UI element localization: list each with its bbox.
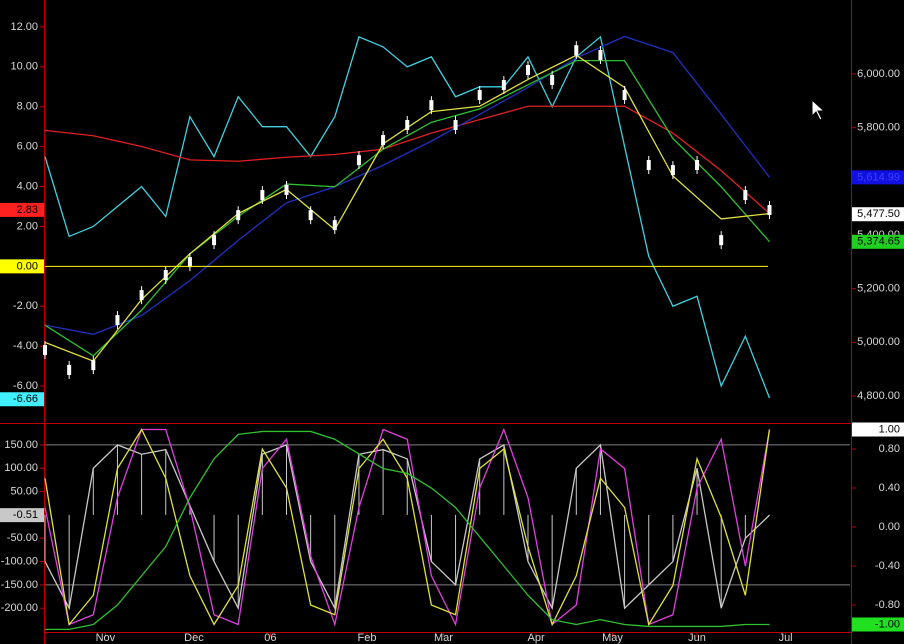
candle-body: [501, 80, 506, 91]
y2-tick-label: 0.00: [879, 521, 900, 533]
candle-body: [670, 165, 675, 176]
y-tick-label: 2.00: [17, 220, 38, 232]
candle-body: [453, 120, 458, 131]
candle-body: [719, 235, 724, 246]
marker-box: [0, 202, 44, 217]
marker-label: 1.00: [879, 423, 900, 435]
candle-body: [284, 184, 289, 195]
y2-tick-label: -0.40: [875, 560, 900, 572]
marker-box: [0, 508, 44, 523]
y2-tick-label: 0.80: [879, 443, 900, 455]
candle-body: [308, 210, 313, 221]
y-tick-label: -2.00: [13, 300, 38, 312]
marker-label: -6.66: [13, 393, 38, 405]
x-tick-label: Mar: [434, 632, 453, 644]
series-line: [44, 35, 771, 399]
y-tick-label: 100.00: [4, 462, 38, 474]
series-line: [44, 443, 770, 611]
marker-box: [852, 234, 904, 249]
candle-body: [695, 160, 700, 170]
candle-body: [477, 89, 482, 100]
x-tick-label: Dec: [184, 632, 204, 644]
candle-body: [212, 235, 217, 246]
candle-body: [187, 257, 192, 268]
marker-label: 5,614.99: [857, 171, 900, 183]
candle-body: [381, 135, 386, 146]
y-tick-label: 6.00: [17, 141, 38, 153]
x-tick-label: Nov: [96, 632, 116, 644]
candle-body: [743, 190, 748, 201]
y-tick-label: -200.00: [1, 602, 38, 614]
y-tick-label: 10.00: [10, 61, 38, 73]
candle-body: [332, 220, 337, 231]
y-tick-label: 50.00: [10, 485, 38, 497]
y2-tick-label: -0.80: [875, 599, 900, 611]
x-tick-label: Jun: [688, 632, 706, 644]
y-tick-label: -50.00: [7, 532, 38, 544]
marker-box: [0, 392, 44, 407]
candle-body: [405, 120, 410, 131]
candle-body: [67, 364, 72, 375]
x-tick-label: Apr: [527, 632, 544, 644]
candle-body: [622, 89, 627, 100]
marker-box: [0, 259, 44, 274]
candle-body: [550, 74, 555, 85]
candle-body: [91, 360, 96, 371]
marker-box: [852, 422, 904, 437]
candle-body: [115, 315, 120, 326]
candle-body: [43, 345, 47, 356]
marker-label: 0.00: [17, 260, 38, 272]
marker-label: -0.51: [13, 509, 38, 521]
y2-tick-label: 5,000.00: [857, 336, 900, 348]
series-line: [45, 430, 770, 631]
candle-body: [526, 65, 530, 76]
marker-box: [852, 207, 904, 222]
marker-box: [852, 617, 904, 632]
x-tick-label: May: [602, 632, 623, 644]
candle-body: [598, 50, 603, 60]
y2-tick-label: 5,200.00: [857, 283, 900, 295]
y-tick-label: -6.00: [13, 380, 38, 392]
mouse-cursor: [811, 98, 826, 121]
marker-box: [852, 170, 904, 185]
y-tick-label: 8.00: [17, 101, 38, 113]
series-line: [44, 428, 771, 627]
candle-body: [236, 210, 241, 221]
y2-tick-label: 4,800.00: [857, 390, 900, 402]
x-tick-label: Feb: [358, 632, 377, 644]
y-tick-label: 12.00: [10, 21, 38, 33]
candle-body: [646, 160, 651, 170]
series-line: [44, 105, 770, 215]
x-tick-label: 06: [264, 632, 276, 644]
candle-body: [574, 45, 579, 56]
candle-body: [260, 190, 265, 201]
candle-body: [163, 270, 168, 280]
y2-tick-label: 5,800.00: [857, 122, 900, 134]
marker-label: 5,477.50: [857, 208, 900, 220]
series-line: [44, 35, 771, 335]
marker-label: 2.83: [17, 204, 38, 216]
candle-body: [767, 205, 772, 216]
y-tick-label: -4.00: [13, 340, 38, 352]
y-tick-label: 4.00: [17, 180, 38, 192]
marker-label: 5,374.65: [857, 236, 900, 248]
marker-label: -1.00: [875, 618, 900, 630]
candle-body: [429, 100, 434, 111]
candle-body: [139, 290, 144, 301]
y-tick-label: -150.00: [1, 579, 38, 591]
y2-tick-label: 0.40: [879, 482, 900, 494]
y-tick-label: 150.00: [4, 439, 38, 451]
x-tick-label: Jul: [779, 632, 793, 644]
y-tick-label: -100.00: [1, 555, 38, 567]
y2-tick-label: 6,000.00: [857, 68, 900, 80]
candle-body: [356, 155, 361, 166]
